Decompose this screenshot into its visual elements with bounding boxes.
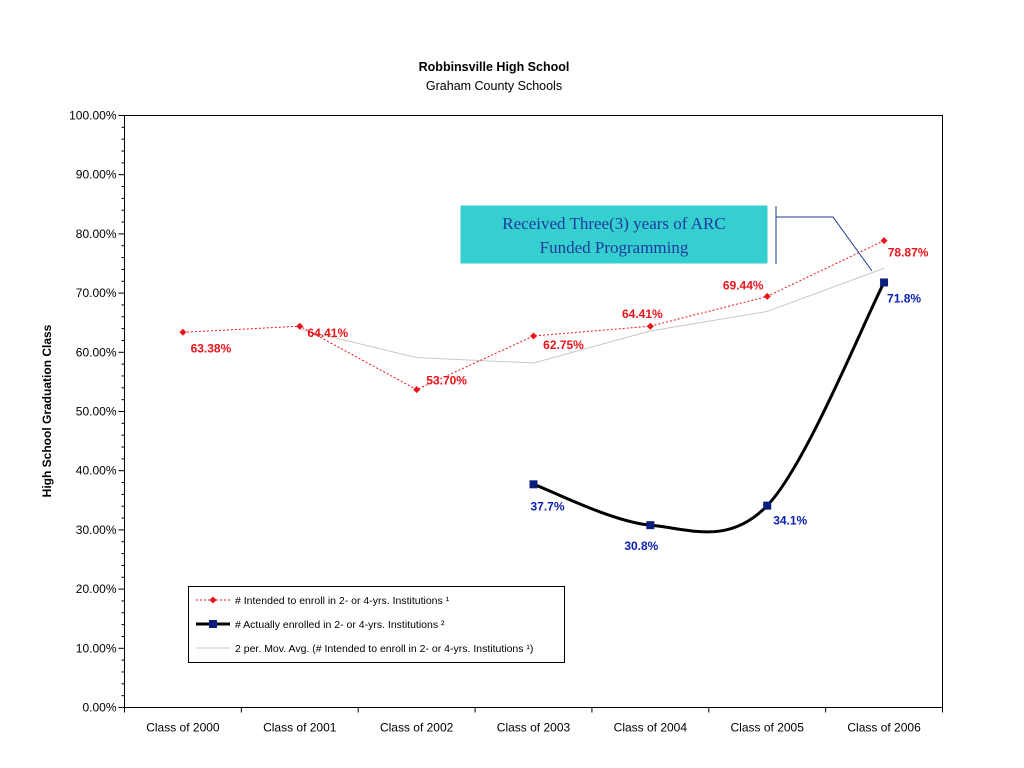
actual-data-label: 71.8% xyxy=(887,291,921,305)
intended-data-label: 63.38% xyxy=(191,341,232,355)
actual-point xyxy=(646,521,655,530)
diamond-marker-icon xyxy=(209,596,217,604)
y-tick-label: 0.00% xyxy=(82,701,116,715)
legend-label-intended: # Intended to enroll in 2- or 4-yrs. Ins… xyxy=(235,595,450,607)
annotation-leader-line xyxy=(776,216,873,272)
intended-data-label: 53.70% xyxy=(426,374,467,388)
series-actual xyxy=(529,278,889,534)
x-tick-label: Class of 2003 xyxy=(497,721,571,735)
y-tick-label: 70.00% xyxy=(76,286,117,300)
annotation-box xyxy=(459,204,769,265)
x-tick-label: Class of 2005 xyxy=(731,721,805,735)
intended-data-label: 78.87% xyxy=(888,246,929,260)
y-axis: 0.00% 10.00% 20.00% 30.00% 40.00% 50.00% 60.00… xyxy=(69,109,125,715)
y-tick-label: 50.00% xyxy=(76,405,117,419)
y-axis-label: High School Graduation Class xyxy=(40,324,54,497)
actual-line xyxy=(533,281,886,534)
intended-data-label: 64.41% xyxy=(622,307,663,321)
chart-subtitle: Graham County Schools xyxy=(426,79,562,93)
intended-point xyxy=(763,292,771,300)
actual-data-label: 34.1% xyxy=(773,514,807,528)
intended-data-label: 62.75% xyxy=(543,338,584,352)
square-marker-icon xyxy=(209,620,217,628)
y-tick-label: 90.00% xyxy=(76,168,117,182)
intended-point xyxy=(413,386,421,394)
x-tick-label: Class of 2006 xyxy=(847,721,921,735)
actual-point xyxy=(880,278,889,287)
actual-data-label: 37.7% xyxy=(530,499,564,513)
y-tick-label: 20.00% xyxy=(76,582,117,596)
y-tick-label: 100.00% xyxy=(69,109,117,123)
legend-label-moving-average: 2 per. Mov. Avg. (# Intended to enroll i… xyxy=(235,643,533,655)
actual-point xyxy=(529,480,538,489)
y-tick-label: 40.00% xyxy=(76,464,117,478)
moving-average-line xyxy=(299,267,885,364)
x-tick-label: Class of 2000 xyxy=(146,721,220,735)
x-tick-label: Class of 2002 xyxy=(380,721,454,735)
series-intended xyxy=(179,237,888,394)
annotation-callout: Received Three(3) years of ARC Funded Pr… xyxy=(459,204,873,272)
y-tick-label: 30.00% xyxy=(76,523,117,537)
y-tick-label: 10.00% xyxy=(76,641,117,655)
x-axis: Class of 2000 Class of 2001 Class of 2002 C… xyxy=(124,707,943,735)
legend: # Intended to enroll in 2- or 4-yrs. Ins… xyxy=(188,586,565,663)
legend-item-intended: # Intended to enroll in 2- or 4-yrs. Ins… xyxy=(196,595,450,607)
legend-item-actual: # Actually enrolled in 2- or 4-yrs. Inst… xyxy=(196,619,445,631)
intended-data-label: 64.41% xyxy=(307,326,348,340)
intended-data-label: 69.44% xyxy=(723,278,764,292)
intended-point xyxy=(646,322,654,330)
y-tick-label: 80.00% xyxy=(76,227,117,241)
intended-point xyxy=(179,328,187,336)
legend-item-moving-average: 2 per. Mov. Avg. (# Intended to enroll i… xyxy=(196,643,533,655)
series-moving-average xyxy=(299,267,885,364)
annotation-line-1: Received Three(3) years of ARC xyxy=(502,214,725,233)
intended-point xyxy=(296,322,304,330)
legend-label-actual: # Actually enrolled in 2- or 4-yrs. Inst… xyxy=(235,619,445,631)
y-tick-label: 60.00% xyxy=(76,345,117,359)
x-tick-label: Class of 2001 xyxy=(263,721,337,735)
actual-point xyxy=(763,501,772,510)
annotation-line-2: Funded Programming xyxy=(540,238,689,257)
data-labels: 63.38% 64.41% 53.70% 62.75% 64.41% 69.44% 78.8… xyxy=(191,246,929,554)
chart-title: Robbinsville High School xyxy=(419,60,570,74)
actual-data-label: 30.8% xyxy=(624,539,658,553)
intended-point xyxy=(530,332,537,340)
legend-box xyxy=(188,586,565,663)
intended-point xyxy=(880,237,888,245)
x-tick-label: Class of 2004 xyxy=(614,721,688,735)
